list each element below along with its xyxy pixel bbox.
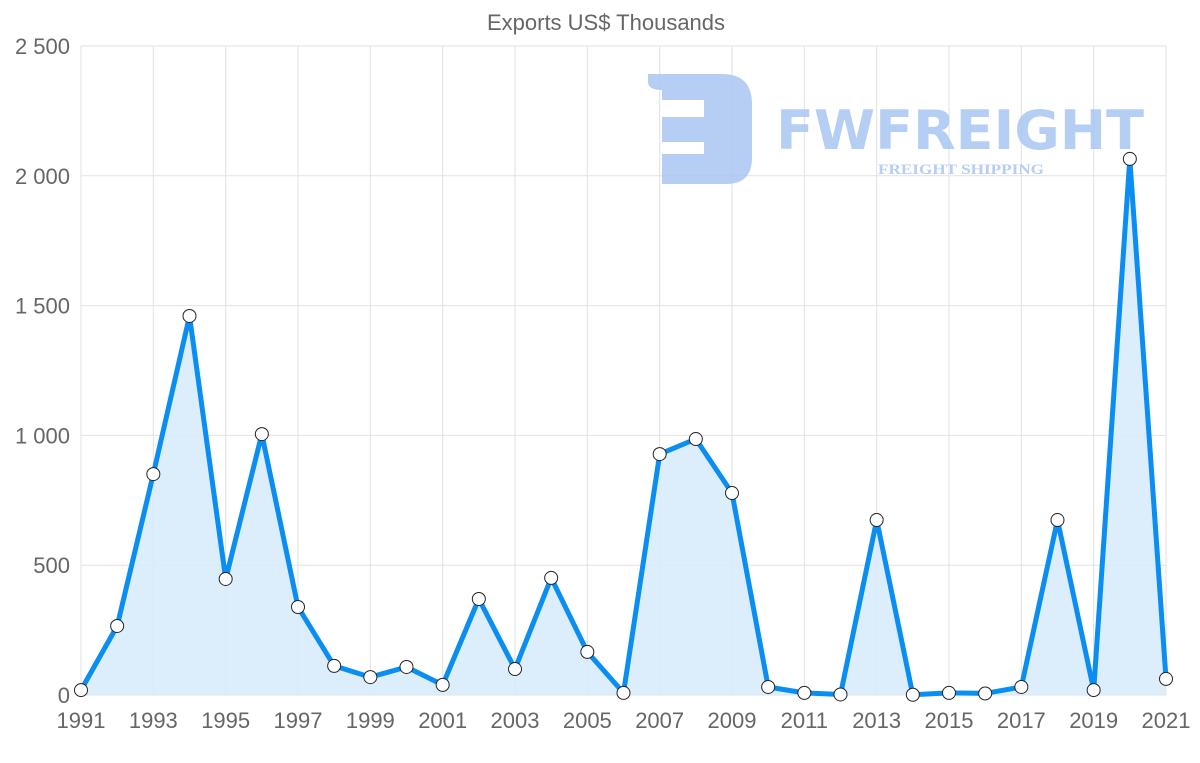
- data-point: [110, 618, 125, 633]
- data-point: [616, 685, 631, 700]
- data-point: [508, 662, 522, 677]
- data-point: [905, 687, 920, 702]
- data-point: [1122, 151, 1137, 166]
- data-point: [218, 571, 233, 586]
- data-point: [471, 591, 486, 606]
- x-tick-label: 1993: [129, 708, 178, 733]
- data-point: [182, 308, 197, 323]
- data-point: [74, 683, 88, 698]
- data-point: [688, 432, 703, 447]
- x-tick-label: 1997: [274, 708, 323, 733]
- grid: [80, 45, 1167, 696]
- x-tick-label: 2011: [781, 708, 828, 733]
- data-point: [869, 513, 884, 528]
- y-tick-label: 1 500: [15, 294, 70, 319]
- x-tick-label: 2007: [635, 708, 684, 733]
- data-point: [1050, 513, 1065, 528]
- data-point: [399, 659, 414, 674]
- data-point: [363, 670, 378, 685]
- x-tick-label: 1999: [346, 708, 395, 733]
- data-point: [1014, 679, 1029, 694]
- data-point: [291, 599, 305, 614]
- x-tick-label: 2001: [418, 708, 467, 733]
- x-tick-label: 2021: [1142, 708, 1191, 733]
- y-tick-label: 500: [33, 553, 70, 578]
- x-tick-label: 2003: [491, 708, 540, 733]
- data-point: [761, 679, 776, 694]
- x-tick-label: 1991: [57, 708, 106, 733]
- axes: 0 500 1 000 1 500 2 000 2 500 1991 1993 1995 1997…: [15, 34, 1191, 733]
- y-tick-label: 1 000: [15, 423, 70, 448]
- x-tick-label: 2019: [1069, 708, 1118, 733]
- data-point: [327, 658, 342, 673]
- data-point: [544, 570, 559, 585]
- x-tick-label: 2005: [563, 708, 612, 733]
- watermark-tagline: FREIGHT SHIPPING: [878, 162, 1044, 178]
- data-point: [797, 685, 812, 700]
- x-tick-label: 2009: [708, 708, 757, 733]
- data-point: [833, 687, 848, 702]
- data-point: [942, 685, 956, 700]
- data-point: [580, 644, 595, 659]
- x-tick-label: 1995: [201, 708, 250, 733]
- data-point: [146, 467, 161, 482]
- data-point: [435, 677, 450, 692]
- data-point: [652, 447, 667, 462]
- data-point: [254, 427, 269, 442]
- series-area: [81, 158, 1166, 695]
- x-tick-label: 2013: [852, 708, 901, 733]
- data-point: [978, 686, 993, 701]
- y-tick-label: 0: [58, 683, 70, 708]
- fwfreight-watermark-logo: FWFREIGHT FREIGHT SHIPPING: [648, 74, 1144, 184]
- data-point: [1159, 671, 1173, 686]
- data-point: [1086, 683, 1101, 698]
- x-tick-label: 2015: [925, 708, 974, 733]
- watermark-brand: FWFREIGHT: [776, 99, 1144, 162]
- x-tick-label: 2017: [997, 708, 1046, 733]
- y-tick-label: 2 000: [15, 164, 70, 189]
- plot-area: [74, 151, 1173, 702]
- data-point: [725, 486, 739, 501]
- y-tick-label: 2 500: [15, 34, 70, 59]
- chart-title: Exports US$ Thousands: [487, 10, 725, 35]
